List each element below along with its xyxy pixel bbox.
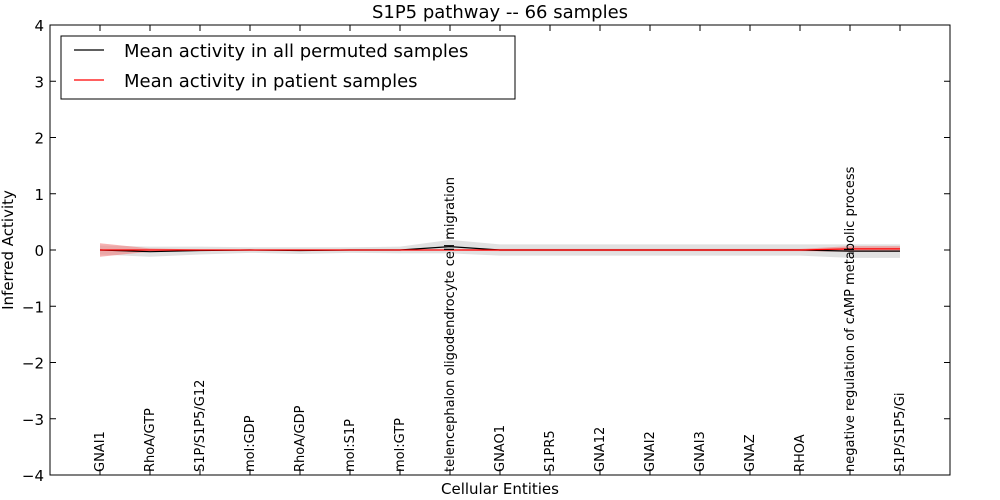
y-tick-label: −1	[22, 298, 44, 316]
y-axis-label: Inferred Activity	[0, 190, 17, 310]
x-category-label: RHOA	[793, 434, 808, 472]
y-tick-label: −4	[22, 467, 44, 485]
x-category-label: mol:GDP	[243, 415, 258, 472]
y-tick-label: 2	[34, 130, 44, 148]
axis-ticks: −4 −3 −2 −1 0 1 2 3 4	[22, 17, 950, 485]
plot-frame	[49, 24, 951, 476]
x-category-label: GNA12	[593, 427, 608, 472]
category-labels: GNAI1 RhoA/GTP S1P/S1P5/G12 mol:GDP RhoA/GDP…	[93, 166, 908, 472]
y-tick-label: 1	[34, 186, 44, 204]
x-category-label: S1P/S1P5/G12	[193, 380, 208, 472]
x-category-label: RhoA/GDP	[293, 405, 308, 472]
confidence-bands	[100, 239, 900, 258]
legend: Mean activity in all permuted samples Me…	[60, 35, 516, 100]
legend-label-patient: Mean activity in patient samples	[124, 71, 418, 92]
x-category-label: GNAI2	[643, 431, 658, 472]
y-tick-label: −3	[22, 411, 44, 429]
y-tick-label: 0	[34, 242, 44, 260]
x-category-label: mol:S1P	[343, 419, 358, 472]
x-category-label: GNAZ	[743, 434, 758, 472]
x-category-label: negative regulation of cAMP metabolic pr…	[843, 166, 858, 472]
x-axis-label: Cellular Entities	[441, 480, 559, 498]
x-category-label: GNAI3	[693, 431, 708, 472]
chart-title: S1P5 pathway -- 66 samples	[372, 2, 628, 23]
x-category-label: telencephalon oligodendrocyte cell migra…	[443, 177, 458, 472]
y-tick-label: 4	[34, 17, 44, 35]
legend-label-permuted: Mean activity in all permuted samples	[124, 41, 468, 62]
x-category-label: RhoA/GTP	[143, 408, 158, 472]
line-patient	[100, 248, 900, 251]
x-category-label: GNAI1	[93, 431, 108, 472]
x-category-label: S1P/S1P5/Gi	[893, 393, 908, 472]
x-category-label: GNAO1	[493, 425, 508, 472]
y-tick-label: −2	[22, 355, 44, 373]
legend-box	[60, 35, 516, 100]
x-category-label: mol:GTP	[393, 418, 408, 472]
y-tick-label: 3	[34, 73, 44, 91]
x-category-label: S1PR5	[543, 430, 558, 472]
series-lines	[99, 246, 900, 253]
